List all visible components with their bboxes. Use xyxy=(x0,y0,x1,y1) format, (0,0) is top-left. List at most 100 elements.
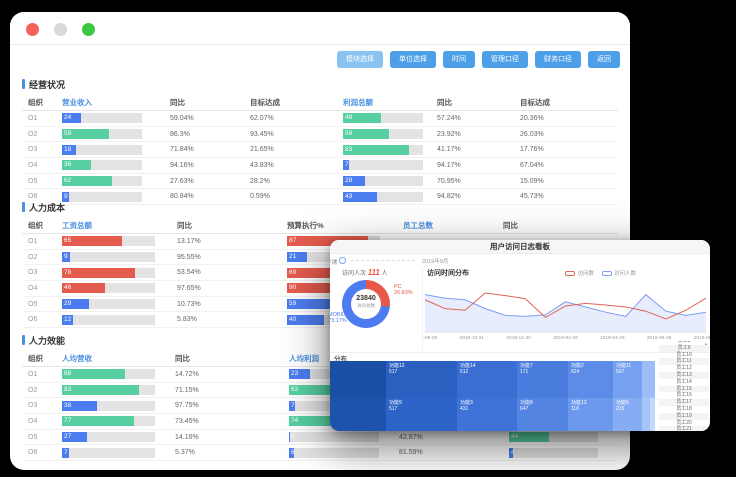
org-cell: O1 xyxy=(28,237,38,245)
employee-list-item[interactable]: 员工15 xyxy=(659,385,709,393)
column-header-目标达成: 目标达成 xyxy=(250,97,280,107)
bar-value: 27 xyxy=(64,433,72,441)
legend-item-访问人数[interactable]: 访问人数 xyxy=(601,269,636,277)
treemap-cell-功能14[interactable]: 功能14 512 xyxy=(457,361,517,398)
bar: 24 xyxy=(62,113,82,124)
toolbar-button-财务口径[interactable]: 财务口径 xyxy=(535,51,581,68)
bar-track: 18 xyxy=(62,144,142,155)
bar: 7 xyxy=(343,160,349,171)
bar: 44 xyxy=(509,432,550,443)
x-axis-tick-label: 2018-10-31 xyxy=(459,336,485,341)
toolbar-button-管理口径[interactable]: 管理口径 xyxy=(482,51,528,68)
bar-track: 29 xyxy=(62,299,155,310)
employee-list-item[interactable]: 员工10 xyxy=(676,351,692,358)
treemap-cell-功能12[interactable]: 功能12 517 xyxy=(386,361,457,398)
org-cell: O1 xyxy=(28,370,38,378)
column-header-利润总额[interactable]: 利润总额 xyxy=(343,97,373,107)
bar-cell: 48 xyxy=(337,113,431,124)
minimize-button[interactable] xyxy=(53,23,67,36)
table-header-row: 组织 工资总额 同比 预算执行% 员工总数 同比 xyxy=(22,217,618,234)
zoom-button[interactable] xyxy=(81,23,95,36)
slider-rail[interactable] xyxy=(351,259,415,261)
slider-handle[interactable] xyxy=(339,257,346,264)
bar-track: 9 xyxy=(62,252,155,263)
column-header-工资总额[interactable]: 工资总额 xyxy=(62,220,92,230)
employee-list-item[interactable]: 员工18 xyxy=(676,405,692,412)
column-header-组织: 组织 xyxy=(28,220,43,230)
toolbar-button-时间[interactable]: 时间 xyxy=(443,51,475,68)
employee-list-item[interactable]: 员工9 xyxy=(659,344,709,352)
bar-value: 59 xyxy=(64,130,72,138)
x-axis-tick-label: 2019-02-26 xyxy=(553,336,578,341)
table-row: O5 27 14.16% 1 42.87% 44 xyxy=(22,430,618,446)
treemap-cell-功能7[interactable]: 功能7 171 xyxy=(517,361,568,398)
employee-list-item[interactable]: 员工21 xyxy=(659,426,709,431)
treemap-cell-功能9[interactable]: 功能9 517 xyxy=(386,398,457,431)
treemap-cell[interactable] xyxy=(330,361,386,398)
treemap-cell-功能11[interactable]: 功能11 567 xyxy=(613,361,642,398)
toolbar-button-返回[interactable]: 返回 xyxy=(588,51,620,68)
treemap-cell[interactable] xyxy=(642,398,650,431)
employee-list-item[interactable]: 员工16 xyxy=(676,392,692,399)
bar-cell: 38 xyxy=(56,400,169,411)
x-axis-labels: 2018-09-30 2018-10-31 2018-12-30 2019-02-26… xyxy=(423,336,710,344)
bar-cell: 43 xyxy=(337,191,431,202)
column-header-人均营收[interactable]: 人均营收 xyxy=(62,353,92,363)
bar-cell: 7 xyxy=(56,447,169,458)
legend-item-访问数[interactable]: 访问数 xyxy=(565,269,594,277)
bar: 69 xyxy=(287,267,352,278)
bar-track: 43 xyxy=(343,191,423,202)
column-header-人均利润[interactable]: 人均利润 xyxy=(289,353,319,363)
employee-list-item[interactable]: 员工14 xyxy=(676,378,692,385)
device-donut-chart[interactable]: 23840 访问总数 xyxy=(342,280,390,328)
bar-value: 7 xyxy=(345,161,349,169)
treemap-cell-功能2[interactable]: 功能2 624 xyxy=(568,361,613,398)
bar-cell: 83 xyxy=(56,385,169,396)
treemap-cell[interactable] xyxy=(650,398,655,431)
treemap-cell-功能8[interactable]: 功能8 647 xyxy=(517,398,568,431)
bar: 59 xyxy=(62,129,110,140)
bar: 36 xyxy=(62,160,91,171)
bar: 1 xyxy=(289,432,295,443)
value-cell: 70.95% xyxy=(437,177,461,185)
employee-list-item[interactable]: 员工8 xyxy=(677,341,691,344)
access-time-line-chart[interactable] xyxy=(424,278,707,336)
value-cell: 5.83% xyxy=(177,316,197,324)
value-cell: 95.55% xyxy=(177,253,201,261)
bar-value: 36 xyxy=(64,161,72,169)
bar: 63 xyxy=(289,385,346,396)
toolbar-button-单位选择[interactable]: 单位选择 xyxy=(390,51,436,68)
value-cell: 62.07% xyxy=(250,114,274,122)
slider-label: 平铺 xyxy=(330,260,338,266)
treemap-cell-功能13[interactable]: 功能13 118 xyxy=(568,398,613,431)
scroll-up-icon[interactable]: ▲ xyxy=(704,341,708,346)
column-header-营业收入[interactable]: 营业收入 xyxy=(62,97,92,107)
employee-list-item[interactable]: 员工19 xyxy=(659,412,709,420)
value-cell: 43.83% xyxy=(250,161,274,169)
employee-list-item[interactable]: 员工11 xyxy=(659,358,709,366)
bar-track: 1 xyxy=(289,432,379,443)
donut-total-value: 23840 xyxy=(356,295,376,302)
bar-cell: 1 xyxy=(283,432,393,443)
column-header-员工总数[interactable]: 员工总数 xyxy=(403,220,433,230)
employee-list[interactable]: ▲ 员工8 员工9 员工10 员工11 员工12 员工13 员工14 员工15 员工16 员工17… xyxy=(659,341,709,431)
treemap-cell[interactable] xyxy=(330,398,386,431)
bar-track: 44 xyxy=(509,432,598,443)
toolbar: 模块选择 单位选择 时间 管理口径 财务口径 返回 xyxy=(337,51,620,68)
treemap-cell-功能3[interactable]: 功能3 431 xyxy=(457,398,517,431)
toolbar-button-模块选择[interactable]: 模块选择 xyxy=(337,51,383,68)
column-header-同比: 同比 xyxy=(503,220,518,230)
employee-list-item[interactable]: 员工17 xyxy=(659,399,709,406)
user-access-log-panel: 用户访问日志看板 平铺 2019年9月 访问人次 111 人 23840 访问总… xyxy=(330,240,710,431)
treemap-cell-功能6[interactable]: 功能6 215 xyxy=(613,398,642,431)
employee-list-item[interactable]: 员工13 xyxy=(659,371,709,379)
bar-cell: 68 xyxy=(56,369,169,380)
column-header-预算执行%: 预算执行% xyxy=(287,220,324,230)
section-title-text: 人力成本 xyxy=(29,202,66,213)
visits-unit: 人 xyxy=(381,271,388,277)
employee-list-item[interactable]: 员工12 xyxy=(676,365,692,372)
close-button[interactable] xyxy=(25,23,39,36)
treemap-cell[interactable] xyxy=(642,361,655,398)
employee-list-item[interactable]: 员工20 xyxy=(676,419,692,426)
